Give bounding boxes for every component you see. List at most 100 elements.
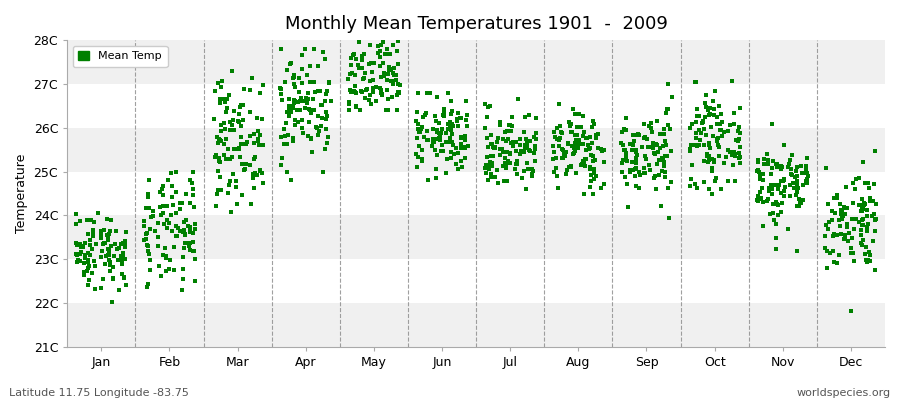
Point xyxy=(425,143,439,150)
Point xyxy=(349,104,364,110)
Point xyxy=(699,151,714,158)
Point xyxy=(632,185,646,192)
Point xyxy=(502,122,517,128)
Point xyxy=(380,77,394,84)
Point xyxy=(322,79,337,85)
Point xyxy=(114,241,129,247)
Point xyxy=(818,245,832,252)
Point xyxy=(562,122,577,129)
Point xyxy=(280,169,294,175)
Point xyxy=(577,129,591,136)
Point xyxy=(410,151,424,157)
Point xyxy=(867,180,881,187)
Point xyxy=(576,141,590,148)
Point xyxy=(859,180,873,186)
Point xyxy=(171,225,185,232)
Point xyxy=(305,149,320,156)
Point xyxy=(81,258,95,265)
Point xyxy=(688,134,703,141)
Point xyxy=(619,127,634,134)
Point xyxy=(839,205,853,211)
Point xyxy=(504,128,518,134)
Point xyxy=(844,308,859,314)
Point xyxy=(223,156,238,162)
Point xyxy=(614,140,628,147)
Point xyxy=(757,161,771,168)
Point xyxy=(561,141,575,148)
Point xyxy=(500,138,514,145)
Point xyxy=(508,166,523,172)
Point xyxy=(858,200,872,207)
Point xyxy=(169,233,184,239)
Point xyxy=(508,139,523,146)
Point xyxy=(390,48,404,54)
Point xyxy=(862,185,877,192)
Point xyxy=(714,186,728,192)
Point xyxy=(348,90,363,96)
Point xyxy=(860,212,874,219)
Point xyxy=(628,166,643,172)
Point xyxy=(628,132,643,138)
Point xyxy=(442,139,456,145)
Point xyxy=(426,126,440,132)
Point xyxy=(248,170,263,176)
Point xyxy=(239,139,254,145)
Point xyxy=(286,96,301,103)
Point xyxy=(284,177,298,184)
Point xyxy=(187,221,202,227)
Point xyxy=(576,158,590,165)
Point xyxy=(480,154,494,160)
Point xyxy=(77,240,92,246)
Point xyxy=(868,227,882,234)
Point xyxy=(569,137,583,143)
Point xyxy=(282,105,296,112)
Point xyxy=(525,166,539,172)
Point xyxy=(186,186,201,192)
Point xyxy=(292,107,307,114)
Point xyxy=(835,214,850,220)
Point xyxy=(410,118,424,124)
Point xyxy=(590,131,605,137)
Point xyxy=(226,170,240,177)
Point xyxy=(274,91,288,98)
Point xyxy=(846,249,860,256)
Point xyxy=(369,98,383,104)
Point xyxy=(859,257,873,263)
Point xyxy=(223,119,238,125)
Point xyxy=(565,151,580,158)
Point xyxy=(429,166,444,172)
Point xyxy=(221,145,236,152)
Point xyxy=(692,127,706,134)
Point xyxy=(629,160,643,166)
Point xyxy=(661,185,675,192)
Point xyxy=(503,151,517,157)
Point xyxy=(226,117,240,124)
Point xyxy=(723,148,737,155)
Point xyxy=(346,88,361,94)
Point xyxy=(176,254,190,260)
Point xyxy=(166,267,181,273)
Point xyxy=(763,182,778,188)
Point xyxy=(459,98,473,105)
Point xyxy=(696,118,710,124)
Point xyxy=(496,148,510,155)
Point xyxy=(151,243,166,249)
Point xyxy=(777,142,791,148)
Point xyxy=(217,141,231,148)
Point xyxy=(212,174,227,180)
Point xyxy=(526,168,540,175)
Point xyxy=(419,109,434,116)
Point xyxy=(444,154,458,161)
Point xyxy=(838,235,852,242)
Point xyxy=(837,236,851,242)
Point xyxy=(556,147,571,154)
Point xyxy=(790,182,805,188)
Point xyxy=(627,137,642,144)
Point xyxy=(683,142,698,148)
Point xyxy=(689,142,704,149)
Point xyxy=(657,126,671,132)
Point xyxy=(345,89,359,95)
Point xyxy=(495,146,509,152)
Point xyxy=(555,146,570,152)
Point xyxy=(251,138,266,144)
